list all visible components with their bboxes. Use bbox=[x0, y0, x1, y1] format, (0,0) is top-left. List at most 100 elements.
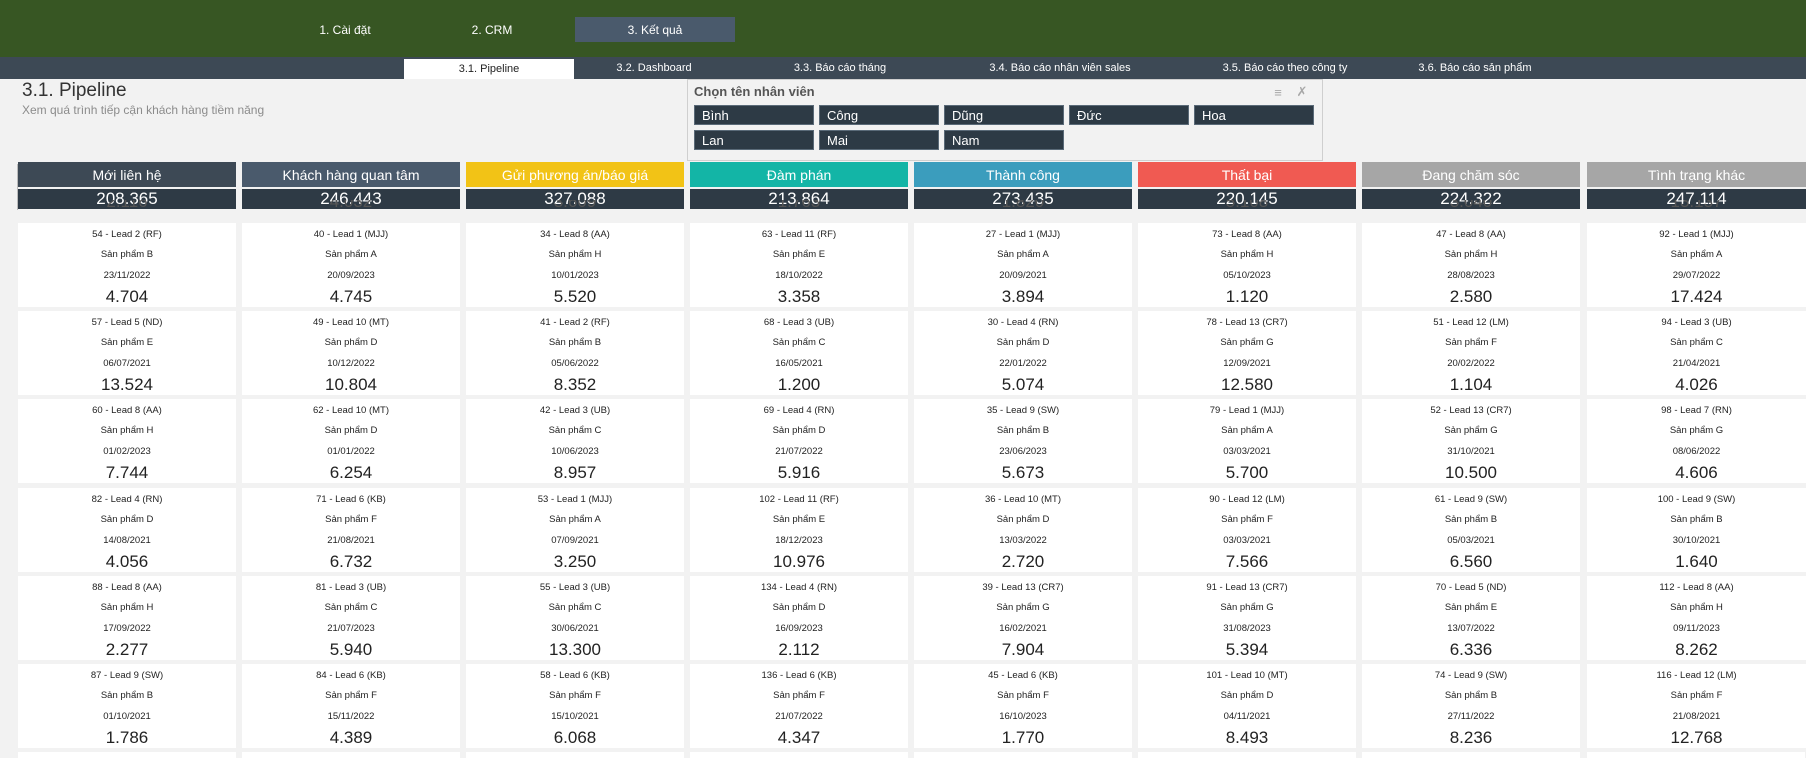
lead-card[interactable]: 82 - Lead 4 (RN) Sản phẩm D 14/08/2021 4.05… bbox=[18, 488, 236, 572]
column-partial-value: 1.763 bbox=[777, 200, 821, 210]
lead-card[interactable]: 71 - Lead 6 (KB) Sản phẩm F 21/08/2021 6.73… bbox=[242, 488, 460, 572]
nav-ketqua[interactable]: 3. Kết quả bbox=[575, 17, 735, 42]
lead-card[interactable]: 34 - Lead 8 (AA) Sản phẩm H 10/01/2023 5.52… bbox=[466, 223, 684, 307]
tab-bao-cao-nhan-vien[interactable]: 3.4. Báo cáo nhân viên sales bbox=[989, 62, 1131, 74]
tab-bao-cao-san-pham[interactable]: 3.6. Báo cáo sản phẩm bbox=[1418, 62, 1532, 74]
lead-value: 2.112 bbox=[778, 640, 820, 659]
lead-card[interactable]: 101 - Lead 10 (MT) Sản phẩm D 04/11/2021 8.… bbox=[1138, 664, 1356, 748]
lead-product: Sản phẩm B bbox=[1444, 514, 1498, 525]
lead-card[interactable]: 79 - Lead 1 (MJJ) Sản phẩm A 03/03/2021 5.7… bbox=[1138, 399, 1356, 483]
lead-card[interactable]: 92 - Lead 1 (MJJ) Sản phẩm A 29/07/2022 17.… bbox=[1587, 223, 1806, 307]
lead-card[interactable]: 27 - Lead 1 (MJJ) Sản phẩm A 20/09/2021 3.8… bbox=[914, 223, 1132, 307]
lead-card[interactable]: 30 - Lead 4 (RN) Sản phẩm D 22/01/2022 5.07… bbox=[914, 311, 1132, 395]
lead-card[interactable]: 36 - Lead 10 (MT) Sản phẩm D 13/03/2022 2.7… bbox=[914, 488, 1132, 572]
lead-product: Sản phẩm B bbox=[100, 690, 154, 701]
lead-card[interactable]: 134 - Lead 4 (RN) Sản phẩm D 16/09/2023 2.1… bbox=[690, 576, 908, 660]
lead-product: Sản phẩm A bbox=[1221, 425, 1273, 436]
lead-card[interactable]: 42 - Lead 3 (UB) Sản phẩm C 10/06/2023 8.95… bbox=[466, 399, 684, 483]
column-partial-value: 3.040 bbox=[1449, 200, 1493, 210]
lead-product: Sản phẩm H bbox=[548, 249, 602, 260]
lead-value: 1.104 bbox=[1449, 375, 1493, 394]
lead-value: 4.745 bbox=[329, 287, 373, 306]
lead-card[interactable]: 35 - Lead 9 (SW) Sản phẩm B 23/06/2023 5.67… bbox=[914, 399, 1132, 483]
lead-card[interactable]: 60 - Lead 8 (AA) Sản phẩm H 01/02/2023 7.74… bbox=[18, 399, 236, 483]
lead-card[interactable]: 87 - Lead 9 (SW) Sản phẩm B 01/10/2021 1.78… bbox=[18, 664, 236, 748]
lead-card[interactable]: 41 - Lead 2 (RF) Sản phẩm B 05/06/2022 8.35… bbox=[466, 311, 684, 395]
lead-card[interactable]: 74 - Lead 9 (SW) Sản phẩm B 27/11/2022 8.23… bbox=[1362, 664, 1580, 748]
lead-date: 05/03/2021 bbox=[1447, 535, 1495, 546]
clear-filter-icon[interactable]: ✗ bbox=[1296, 84, 1308, 99]
column-total: 273.435 bbox=[914, 189, 1132, 209]
lead-card[interactable]: 73 - Lead 8 (AA) Sản phẩm H 05/10/2023 1.12… bbox=[1138, 223, 1356, 307]
lead-card[interactable]: 57 - Lead 5 (ND) Sản phẩm E 06/07/2021 13.5… bbox=[18, 311, 236, 395]
lead-card[interactable]: 100 - Lead 9 (SW) Sản phẩm B 30/10/2021 1.6… bbox=[1587, 488, 1806, 572]
lead-card[interactable]: 51 - Lead 12 (LM) Sản phẩm F 20/02/2022 1.1… bbox=[1362, 311, 1580, 395]
lead-date: 03/03/2021 bbox=[1223, 446, 1271, 457]
lead-card[interactable]: 112 - Lead 8 (AA) Sản phẩm H 09/11/2023 8.2… bbox=[1587, 576, 1806, 660]
lead-card[interactable]: 98 - Lead 7 (RN) Sản phẩm G 08/06/2022 4.60… bbox=[1587, 399, 1806, 483]
lead-value: 5.673 bbox=[1001, 463, 1045, 482]
lead-value: 3.250 bbox=[553, 552, 597, 571]
lead-card[interactable]: 58 - Lead 6 (KB) Sản phẩm F 15/10/2021 6.06… bbox=[466, 664, 684, 748]
lead-card[interactable]: 102 - Lead 11 (RF) Sản phẩm E 18/12/2023 10… bbox=[690, 488, 908, 572]
lead-card[interactable]: 78 - Lead 13 (CR7) Sản phẩm G 12/09/2021 12… bbox=[1138, 311, 1356, 395]
slicer-item-mai[interactable]: Mai bbox=[819, 130, 939, 150]
lead-product: Sản phẩm H bbox=[1444, 249, 1498, 260]
lead-card[interactable]: 40 - Lead 1 (MJJ) Sản phẩm A 20/09/2023 4.7… bbox=[242, 223, 460, 307]
slicer-item-cong[interactable]: Công bbox=[819, 105, 939, 125]
column-partial-value: 5.108 bbox=[1225, 200, 1269, 210]
lead-card[interactable]: 63 - Lead 11 (RF) Sản phẩm E 18/10/2022 3.3… bbox=[690, 223, 908, 307]
lead-card[interactable]: 70 - Lead 5 (ND) Sản phẩm E 13/07/2022 6.33… bbox=[1362, 576, 1580, 660]
lead-name: 42 - Lead 3 (UB) bbox=[539, 405, 611, 416]
lead-card[interactable]: 45 - Lead 6 (KB) Sản phẩm F 16/10/2023 1.77… bbox=[914, 664, 1132, 748]
tab-bao-cao-cong-ty[interactable]: 3.5. Báo cáo theo công ty bbox=[1222, 62, 1348, 74]
lead-date: 13/03/2022 bbox=[999, 535, 1047, 546]
lead-name: 94 - Lead 3 (UB) bbox=[1661, 317, 1732, 328]
lead-card[interactable]: 69 - Lead 4 (RN) Sản phẩm D 21/07/2022 5.91… bbox=[690, 399, 908, 483]
lead-card[interactable]: 55 - Lead 3 (UB) Sản phẩm C 30/06/2021 13.3… bbox=[466, 576, 684, 660]
column-total-value: 327.088 bbox=[544, 189, 606, 208]
lead-date: 21/08/2021 bbox=[1672, 711, 1721, 722]
column-total-value: 224.322 bbox=[1440, 189, 1502, 208]
lead-card[interactable]: 94 - Lead 3 (UB) Sản phẩm C 21/04/2021 4.02… bbox=[1587, 311, 1806, 395]
lead-value: 6.560 bbox=[1449, 552, 1493, 571]
lead-card[interactable]: 61 - Lead 9 (SW) Sản phẩm B 05/03/2021 6.56… bbox=[1362, 488, 1580, 572]
lead-card[interactable]: 90 - Lead 12 (LM) Sản phẩm F 03/03/2021 7.5… bbox=[1138, 488, 1356, 572]
lead-card[interactable]: 81 - Lead 3 (UB) Sản phẩm C 21/07/2023 5.94… bbox=[242, 576, 460, 660]
page-subtitle: Xem quá trình tiếp cận khách hàng tiềm n… bbox=[22, 103, 265, 117]
tab-pipeline[interactable]: 3.1. Pipeline bbox=[404, 59, 574, 79]
slicer-item-dung[interactable]: Dũng bbox=[944, 105, 1064, 125]
slicer-item-hoa[interactable]: Hoa bbox=[1194, 105, 1314, 125]
lead-card[interactable]: 116 - Lead 12 (LM) Sản phẩm F 21/08/2021 12… bbox=[1587, 664, 1806, 748]
lead-card[interactable]: 62 - Lead 10 (MT) Sản phẩm D 01/01/2022 6.2… bbox=[242, 399, 460, 483]
lead-card[interactable]: 91 - Lead 13 (CR7) Sản phẩm G 31/08/2023 5.… bbox=[1138, 576, 1356, 660]
lead-name: 102 - Lead 11 (RF) bbox=[759, 494, 839, 505]
slicer-item-nam[interactable]: Nam bbox=[944, 130, 1064, 150]
lead-card[interactable]: 53 - Lead 1 (MJJ) Sản phẩm A 07/09/2021 3.2… bbox=[466, 488, 684, 572]
lead-card[interactable]: 52 - Lead 13 (CR7) Sản phẩm G 31/10/2021 10… bbox=[1362, 399, 1580, 483]
tab-dashboard[interactable]: 3.2. Dashboard bbox=[616, 62, 692, 74]
lead-card[interactable]: 47 - Lead 8 (AA) Sản phẩm H 28/08/2023 2.58… bbox=[1362, 223, 1580, 307]
slicer-item-binh[interactable]: Bình bbox=[694, 105, 814, 125]
lead-name: 101 - Lead 10 (MT) bbox=[1206, 670, 1288, 681]
lead-card[interactable]: 136 - Lead 6 (KB) Sản phẩm F 21/07/2022 4.3… bbox=[690, 664, 908, 748]
slicer-item-duc[interactable]: Đức bbox=[1069, 105, 1189, 125]
lead-card[interactable]: 49 - Lead 10 (MT) Sản phẩm D 10/12/2022 10.… bbox=[242, 311, 460, 395]
lead-card[interactable]: 88 - Lead 8 (AA) Sản phẩm H 17/09/2022 2.27… bbox=[18, 576, 236, 660]
column-partial-value: 13.137 bbox=[1670, 200, 1723, 210]
tab-bao-cao-thang[interactable]: 3.3. Báo cáo tháng bbox=[793, 62, 887, 74]
nav-crm[interactable]: 2. CRM bbox=[471, 22, 513, 37]
lead-name: 134 - Lead 4 (RN) bbox=[760, 582, 838, 593]
lead-card[interactable]: 68 - Lead 3 (UB) Sản phẩm C 16/05/2021 1.20… bbox=[690, 311, 908, 395]
lead-card[interactable]: 54 - Lead 2 (RF) Sản phẩm B 23/11/2022 4.70… bbox=[18, 223, 236, 307]
lead-card[interactable]: 84 - Lead 6 (KB) Sản phẩm F 15/11/2022 4.38… bbox=[242, 664, 460, 748]
lead-name: 100 - Lead 9 (SW) bbox=[1657, 494, 1736, 505]
lead-value: 6.068 bbox=[553, 728, 597, 747]
lead-name: 82 - Lead 4 (RN) bbox=[91, 494, 163, 505]
nav-caidat[interactable]: 1. Cài đặt bbox=[319, 22, 371, 37]
lead-card[interactable]: 39 - Lead 13 (CR7) Sản phẩm G 16/02/2021 7.… bbox=[914, 576, 1132, 660]
lead-product: Sản phẩm B bbox=[1670, 514, 1723, 525]
lead-name: 71 - Lead 6 (KB) bbox=[316, 494, 386, 505]
multi-select-icon[interactable]: ≡ bbox=[1274, 84, 1282, 100]
slicer-item-lan[interactable]: Lan bbox=[694, 130, 814, 150]
